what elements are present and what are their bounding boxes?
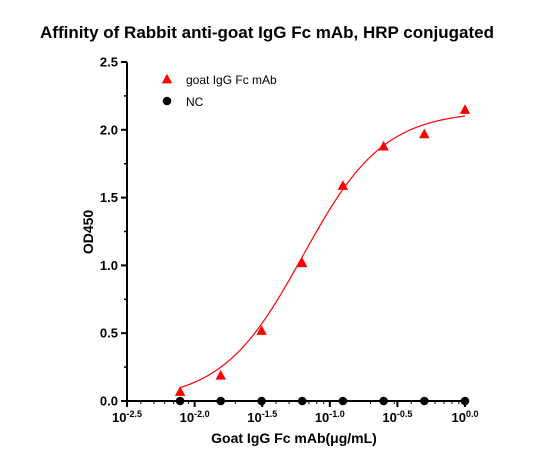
circle-point bbox=[379, 396, 388, 406]
triangle-point bbox=[256, 325, 267, 335]
chart-title: Affinity of Rabbit anti-goat IgG Fc mAb,… bbox=[40, 23, 494, 42]
y-tick-label: 1.5 bbox=[100, 190, 118, 205]
triangle-point bbox=[215, 370, 226, 380]
legend-triangle-marker bbox=[161, 73, 173, 84]
legend: goat IgG Fc mAb NC bbox=[161, 73, 277, 109]
circle-point bbox=[460, 396, 470, 406]
triangle-point bbox=[174, 386, 186, 396]
triangle-point bbox=[378, 140, 389, 151]
circle-point bbox=[175, 396, 185, 406]
y-tick-label: 2.0 bbox=[100, 122, 118, 137]
circle-point bbox=[257, 396, 266, 406]
circle-point bbox=[420, 396, 429, 406]
circle-point bbox=[338, 396, 348, 406]
x-tick-label: 10-1.0 bbox=[315, 409, 345, 425]
y-axis-label: OD450 bbox=[80, 210, 96, 255]
triangle-point bbox=[337, 180, 349, 190]
y-tick-label: 0.5 bbox=[100, 326, 118, 341]
x-tick-label: 10-1.5 bbox=[247, 409, 277, 425]
x-tick-label: 10-0.5 bbox=[382, 409, 412, 425]
legend-circle-marker bbox=[162, 96, 172, 106]
x-tick-label: 10-2.5 bbox=[112, 409, 142, 425]
fit-curve bbox=[179, 115, 466, 389]
circle-point bbox=[216, 396, 226, 406]
triangle-point bbox=[297, 257, 308, 268]
axes: 0.0 0.5 1.0 1.5 2.0 2.5 10-2.5 10-2.0 10-1.5 10-1… bbox=[100, 55, 479, 426]
legend-entry-label: goat IgG Fc mAb bbox=[186, 73, 277, 87]
x-axis-label: Goat IgG Fc mAb(μg/mL) bbox=[211, 430, 377, 446]
triangle-point bbox=[459, 104, 471, 114]
y-tick-label: 0.0 bbox=[100, 394, 118, 409]
y-tick-label: 2.5 bbox=[100, 55, 118, 70]
x-tick-label: 100.0 bbox=[452, 409, 479, 425]
legend-entry-label: NC bbox=[186, 95, 204, 109]
x-tick-label: 10-2.0 bbox=[180, 409, 210, 425]
fit-curve-layer bbox=[179, 115, 466, 389]
triangle-point bbox=[419, 128, 430, 139]
data-marks-layer bbox=[174, 104, 471, 406]
y-tick-label: 1.0 bbox=[100, 258, 118, 273]
circle-point bbox=[297, 396, 307, 406]
